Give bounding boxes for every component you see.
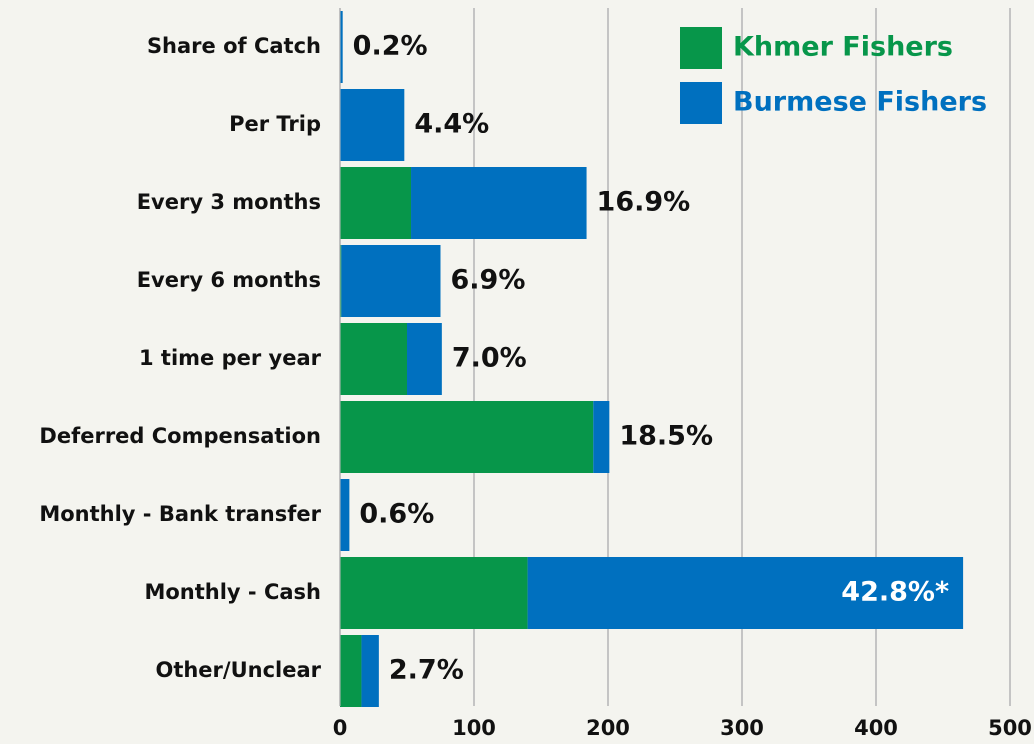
bar-segment bbox=[340, 479, 350, 551]
bar-label: 6.9% bbox=[451, 265, 526, 296]
legend-label: Khmer Fishers bbox=[733, 32, 953, 63]
legend-label: Burmese Fishers bbox=[733, 87, 987, 118]
x-tick-label: 0 bbox=[333, 716, 348, 740]
bar-segment bbox=[341, 245, 441, 317]
x-tick-label: 100 bbox=[452, 716, 496, 740]
bar-label: 18.5% bbox=[619, 421, 713, 452]
bar-segment bbox=[340, 11, 343, 83]
bar-segment bbox=[340, 401, 594, 473]
bar-segment bbox=[593, 401, 610, 473]
bar-label: 4.4% bbox=[414, 109, 489, 140]
legend-swatch bbox=[680, 27, 722, 69]
bar-segment bbox=[407, 323, 442, 395]
y-tick-label: Share of Catch bbox=[147, 34, 321, 58]
y-tick-label: 1 time per year bbox=[139, 346, 322, 370]
bar-segment bbox=[340, 245, 342, 317]
y-tick-label: Other/Unclear bbox=[155, 658, 321, 682]
y-tick-label: Monthly - Cash bbox=[144, 580, 321, 604]
bar-segment bbox=[411, 167, 587, 239]
bar-label: 2.7% bbox=[389, 655, 464, 686]
x-tick-label: 200 bbox=[586, 716, 630, 740]
y-tick-label: Every 6 months bbox=[137, 268, 321, 292]
bar-segment bbox=[527, 557, 964, 629]
y-tick-label: Per Trip bbox=[229, 112, 321, 136]
bar-label: 7.0% bbox=[452, 343, 527, 374]
y-tick-label: Every 3 months bbox=[137, 190, 321, 214]
x-tick-label: 300 bbox=[720, 716, 764, 740]
bar-segment bbox=[361, 635, 379, 707]
x-tick-label: 400 bbox=[854, 716, 898, 740]
y-tick-label: Monthly - Bank transfer bbox=[39, 502, 321, 526]
bar-segment bbox=[340, 89, 405, 161]
bar-label: 42.8%* bbox=[841, 577, 949, 608]
bar-label: 16.9% bbox=[597, 187, 691, 218]
legend-swatch bbox=[680, 82, 722, 124]
bar-segment bbox=[340, 557, 528, 629]
bar-segment bbox=[340, 167, 412, 239]
bar-segment bbox=[340, 323, 407, 395]
bar-segment bbox=[340, 635, 362, 707]
bar-label: 0.2% bbox=[353, 31, 428, 62]
bar-label: 0.6% bbox=[359, 499, 434, 530]
y-tick-label: Deferred Compensation bbox=[39, 424, 321, 448]
x-tick-label: 500 bbox=[988, 716, 1032, 740]
